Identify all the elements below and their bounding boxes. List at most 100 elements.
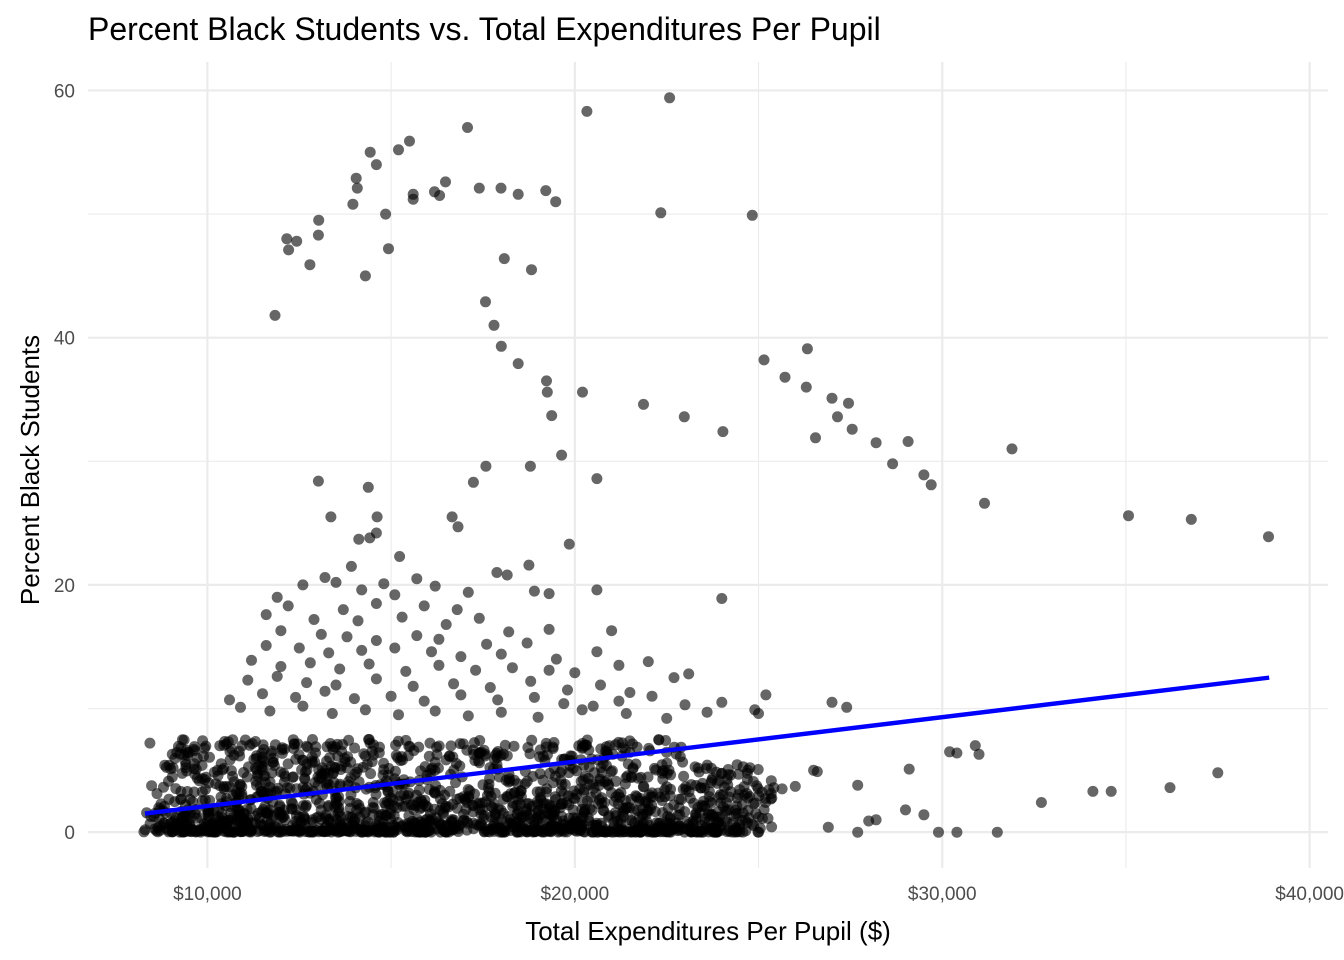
x-tick-label: $10,000 (173, 884, 242, 905)
data-point (694, 825, 706, 837)
data-point (313, 214, 325, 226)
data-point (546, 410, 558, 422)
chart-title: Percent Black Students vs. Total Expendi… (88, 11, 881, 47)
data-point (843, 397, 854, 409)
data-point (171, 746, 183, 758)
data-point (506, 662, 518, 674)
data-point (371, 511, 383, 523)
data-point (314, 797, 325, 809)
data-point (343, 776, 355, 787)
data-point (347, 198, 359, 210)
data-point (383, 243, 394, 255)
data-point (445, 740, 457, 752)
data-point (519, 778, 531, 790)
data-point (199, 784, 211, 795)
data-point (378, 578, 390, 590)
data-point (320, 812, 332, 824)
data-point (613, 695, 625, 707)
data-point (178, 734, 190, 746)
data-point (661, 712, 673, 724)
data-point (280, 824, 292, 835)
data-point (523, 559, 535, 571)
data-point (243, 761, 254, 773)
data-point (181, 744, 192, 756)
data-point (637, 781, 649, 793)
data-point (672, 809, 684, 821)
data-point (554, 802, 566, 814)
data-point (1185, 513, 1197, 525)
data-point (752, 764, 764, 775)
data-point (256, 747, 268, 759)
data-point (210, 826, 222, 838)
data-point (347, 811, 359, 823)
data-point (353, 799, 365, 811)
data-point (555, 774, 567, 786)
data-point (979, 497, 990, 509)
data-point (444, 750, 456, 762)
data-point (276, 742, 288, 754)
data-point (155, 798, 167, 810)
data-point (1105, 785, 1117, 797)
data-point (163, 759, 175, 771)
data-point (223, 826, 234, 838)
data-point (231, 788, 243, 800)
data-point (496, 814, 507, 826)
y-axis-ticks: 0 20 40 60 (54, 81, 75, 844)
data-point (532, 822, 544, 833)
data-point (488, 319, 500, 331)
data-point (661, 767, 673, 779)
data-point (292, 825, 304, 837)
data-point (526, 264, 537, 276)
data-point (302, 741, 314, 753)
data-point (384, 813, 396, 825)
data-point (526, 800, 538, 812)
data-point (296, 764, 308, 776)
data-point (512, 794, 524, 806)
data-point (653, 734, 665, 746)
data-point (610, 775, 622, 787)
data-point (370, 635, 382, 646)
data-point (433, 740, 445, 752)
data-point (713, 791, 725, 803)
data-point (364, 532, 376, 544)
data-point (495, 823, 507, 835)
data-point (455, 651, 467, 663)
data-point (319, 685, 331, 697)
data-point (426, 646, 437, 658)
data-point (330, 679, 342, 691)
data-point (495, 648, 507, 660)
data-point (624, 687, 636, 698)
data-point (439, 789, 450, 801)
data-point (902, 436, 914, 447)
data-point (349, 742, 361, 754)
data-point (297, 700, 309, 712)
data-point (359, 270, 371, 282)
data-point (664, 92, 676, 104)
data-point (900, 804, 911, 816)
data-point (434, 190, 446, 201)
data-point (863, 815, 875, 827)
data-point (716, 820, 727, 831)
data-point (310, 747, 321, 759)
data-point (628, 803, 640, 815)
data-point (202, 826, 214, 838)
data-point (638, 398, 649, 410)
data-point (758, 804, 770, 816)
data-point (312, 475, 324, 487)
data-point (887, 458, 899, 470)
data-point (225, 765, 237, 777)
data-point (457, 738, 469, 750)
data-point (475, 808, 487, 820)
data-point (640, 795, 652, 807)
data-point (619, 778, 631, 790)
data-point (440, 619, 452, 630)
data-point (587, 700, 599, 712)
data-point (581, 105, 593, 117)
data-point (337, 604, 349, 616)
data-point (462, 586, 474, 598)
data-point (193, 775, 205, 787)
data-point (259, 777, 271, 789)
data-point (701, 706, 713, 718)
data-point (309, 756, 321, 768)
